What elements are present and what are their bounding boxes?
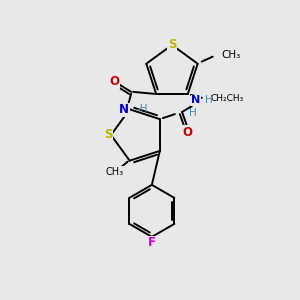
Text: H: H: [205, 95, 213, 105]
Text: -H: -H: [136, 104, 148, 114]
Text: CH₃: CH₃: [106, 167, 124, 177]
Text: N: N: [119, 103, 129, 116]
Text: H: H: [189, 108, 197, 118]
Text: O: O: [183, 126, 193, 139]
Text: O: O: [109, 75, 119, 88]
Text: N: N: [191, 95, 200, 105]
Text: S: S: [168, 38, 176, 52]
Text: CH₃: CH₃: [222, 50, 241, 60]
Text: S: S: [104, 128, 112, 142]
Text: CH₂CH₃: CH₂CH₃: [211, 94, 244, 103]
Text: F: F: [148, 236, 156, 249]
